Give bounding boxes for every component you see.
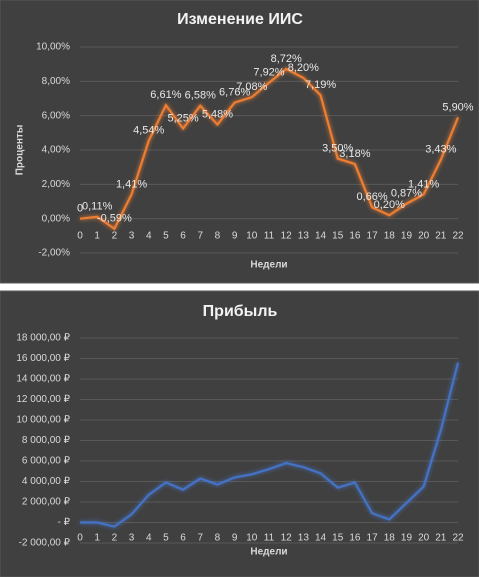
y-tick-label: 8,00%: [42, 76, 70, 87]
x-tick-label: 9: [232, 231, 238, 242]
x-tick-label: 6: [180, 231, 186, 242]
y-tick-label: 14 000,00 ₽: [16, 374, 70, 385]
x-tick-label: 9: [232, 533, 238, 544]
x-tick-label: 3: [129, 533, 135, 544]
y-tick-label: 6,00%: [42, 110, 70, 121]
y-tick-label: 12 000,00 ₽: [16, 394, 70, 405]
data-label: 7,92%: [253, 67, 284, 79]
x-tick-label: 7: [197, 533, 203, 544]
data-label: 3,50%: [322, 142, 353, 154]
chart-title: Прибыль: [203, 303, 278, 320]
x-tick-label: 19: [401, 533, 413, 544]
data-label: 1,41%: [408, 178, 439, 190]
y-tick-label: -2 000,00 ₽: [19, 538, 71, 549]
data-label: 1,41%: [116, 178, 147, 190]
x-tick-label: 3: [129, 231, 135, 242]
x-tick-label: 22: [452, 533, 464, 544]
x-tick-label: 13: [298, 533, 310, 544]
x-axis-title: Недели: [250, 260, 287, 271]
x-tick-label: 0: [77, 231, 83, 242]
x-tick-label: 21: [435, 231, 447, 242]
data-label: 8,72%: [271, 53, 302, 65]
data-label: 5,90%: [442, 101, 473, 113]
data-label: 0,20%: [374, 199, 405, 211]
x-tick-label: 21: [435, 533, 447, 544]
data-label: 6,58%: [185, 90, 216, 102]
x-tick-label: 14: [315, 231, 327, 242]
x-tick-label: 10: [246, 533, 258, 544]
x-tick-label: 17: [367, 533, 379, 544]
data-label: 3,43%: [425, 144, 456, 156]
x-tick-label: 5: [163, 231, 169, 242]
x-tick-label: 6: [180, 533, 186, 544]
x-tick-label: 0: [77, 533, 83, 544]
y-tick-label: - ₽: [58, 517, 71, 528]
x-tick-label: 15: [332, 533, 344, 544]
chart-title: Изменение ИИС: [177, 11, 303, 28]
x-tick-label: 12: [281, 231, 293, 242]
y-tick-label: 6 000,00 ₽: [22, 456, 71, 467]
x-tick-label: 13: [298, 231, 310, 242]
x-tick-label: 10: [246, 231, 258, 242]
x-tick-label: 4: [146, 231, 152, 242]
x-tick-label: 22: [452, 231, 464, 242]
y-tick-label: 10 000,00 ₽: [16, 415, 70, 426]
y-axis-title: Проценты: [15, 125, 26, 176]
data-label: 7,19%: [305, 79, 336, 91]
y-tick-label: 8 000,00 ₽: [22, 435, 71, 446]
x-tick-label: 1: [94, 533, 100, 544]
y-tick-label: 16 000,00 ₽: [16, 353, 70, 364]
x-tick-label: 4: [146, 533, 152, 544]
x-tick-label: 20: [418, 533, 430, 544]
x-tick-label: 11: [264, 533, 275, 544]
x-tick-label: 7: [197, 231, 203, 242]
y-tick-label: 10,00%: [36, 42, 70, 53]
data-label: 0,11%: [82, 201, 113, 213]
data-label: 0: [77, 203, 83, 215]
data-label: 6,61%: [150, 89, 181, 101]
line: [80, 362, 460, 528]
x-tick-label: 16: [349, 231, 361, 242]
x-tick-label: 19: [401, 231, 413, 242]
data-label: 3,18%: [339, 148, 370, 160]
x-tick-label: 16: [349, 533, 361, 544]
y-tick-label: 2 000,00 ₽: [22, 497, 71, 508]
x-tick-label: 5: [163, 533, 169, 544]
y-tick-label: -2,00%: [38, 248, 70, 259]
y-tick-label: 4 000,00 ₽: [22, 476, 71, 487]
data-label: 5,25%: [167, 112, 198, 124]
data-label: 8,20%: [288, 62, 319, 74]
x-tick-label: 18: [384, 533, 396, 544]
x-tick-label: 8: [215, 533, 221, 544]
x-tick-label: 2: [112, 533, 118, 544]
line: [79, 67, 460, 231]
x-tick-label: 15: [332, 231, 344, 242]
y-tick-label: 4,00%: [42, 145, 70, 156]
x-tick-label: 11: [264, 231, 275, 242]
x-tick-label: 17: [367, 231, 379, 242]
y-tick-label: 0,00%: [42, 213, 70, 224]
x-tick-label: 1: [94, 231, 100, 242]
y-tick-label: 18 000,00 ₽: [16, 333, 70, 344]
data-label: -0,59%: [97, 213, 132, 225]
data-label: 7,08%: [236, 81, 267, 93]
data-label: 4,54%: [133, 125, 164, 137]
data-label: 5,48%: [202, 108, 233, 120]
x-tick-label: 12: [281, 533, 293, 544]
data-label: 0,87%: [391, 188, 422, 200]
x-tick-label: 20: [418, 231, 430, 242]
data-label: 6,76%: [219, 87, 250, 99]
x-axis-title: Недели: [250, 547, 287, 558]
y-tick-label: 2,00%: [42, 179, 70, 190]
x-tick-label: 14: [315, 533, 327, 544]
x-tick-label: 2: [112, 231, 118, 242]
data-label: 0,66%: [356, 191, 387, 203]
panel: [0, 290, 479, 577]
x-tick-label: 18: [384, 231, 396, 242]
x-tick-label: 8: [215, 231, 221, 242]
